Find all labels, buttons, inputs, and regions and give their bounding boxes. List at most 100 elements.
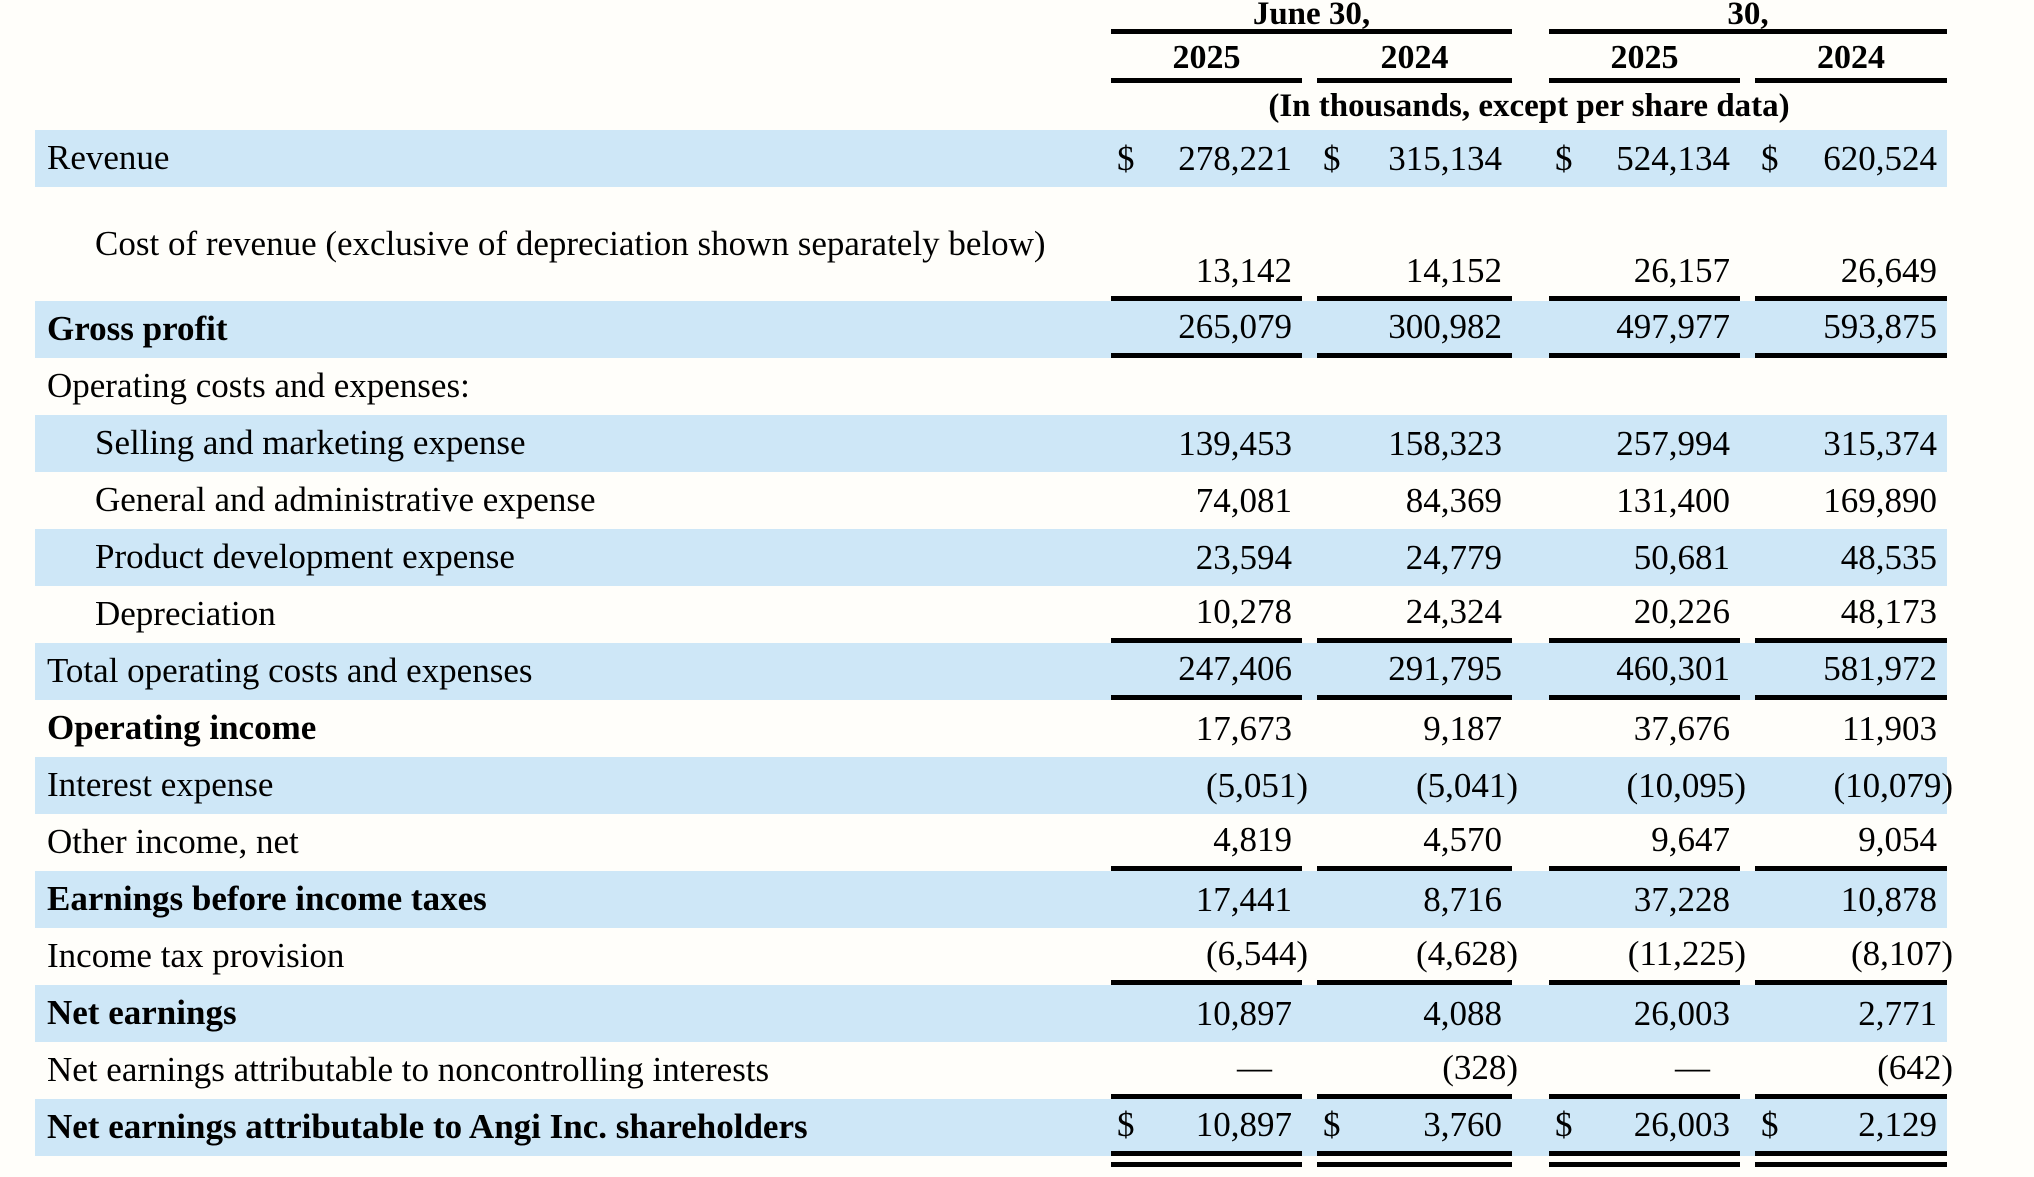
table-row: Product development expense 23,594 24,779 5… — [35, 529, 1947, 586]
value-cell: (5,051) — [1111, 757, 1308, 814]
cell-value: — — [1675, 1048, 1710, 1087]
value-cell: 139,453 — [1111, 415, 1302, 472]
row-label: Income tax provision — [47, 936, 345, 976]
dollar-sign: $ — [1117, 1105, 1135, 1144]
column-gap — [1302, 472, 1317, 529]
cell-value: (5,041) — [1415, 765, 1518, 805]
cell-value: 2,771 — [1858, 993, 1937, 1033]
cell-value: 10,897 — [1195, 993, 1292, 1033]
value-cell: 581,972 — [1755, 643, 1947, 700]
row-label: Gross profit — [47, 309, 228, 349]
cell-value: 131,400 — [1616, 480, 1730, 520]
value-cell — [1111, 358, 1302, 415]
row-label: Net earnings attributable to Angi Inc. s… — [47, 1107, 808, 1147]
cell-value: 278,221 — [1178, 138, 1292, 178]
row-label: General and administrative expense — [95, 480, 596, 520]
cell-value: 9,647 — [1651, 820, 1730, 859]
value-cell: 257,994 — [1549, 415, 1740, 472]
value-cell: 9,647 — [1549, 814, 1740, 871]
bottom-double-rule — [35, 1156, 1947, 1167]
dollar-sign: $ — [1555, 138, 1573, 178]
cell-value: 315,374 — [1823, 423, 1937, 463]
column-gap — [1740, 529, 1755, 586]
cell-value: (10,095) — [1626, 765, 1746, 805]
dollar-sign: $ — [1117, 138, 1135, 178]
period-header-row: June 30, 30, — [35, 0, 1947, 34]
year-header-row: 2025 2024 2025 2024 — [35, 34, 1947, 83]
value-cell: 158,323 — [1317, 415, 1512, 472]
value-cell: 37,676 — [1549, 700, 1740, 757]
column-gap — [1740, 130, 1755, 187]
column-gap — [1512, 358, 1549, 415]
value-cell: — — [1111, 1042, 1302, 1099]
column-gap — [1302, 985, 1317, 1042]
cell-value: 497,977 — [1616, 307, 1730, 346]
column-gap — [1740, 586, 1755, 643]
value-cell: 4,088 — [1317, 985, 1512, 1042]
value-cell — [1549, 358, 1740, 415]
cell-value: (6,544) — [1205, 934, 1308, 973]
table-row: Net earnings attributable to Angi Inc. s… — [35, 1099, 1947, 1156]
value-cell: 300,982 — [1317, 301, 1512, 358]
table-row: Selling and marketing expense 139,453 158,… — [35, 415, 1947, 472]
cell-value: 139,453 — [1178, 423, 1292, 463]
column-gap — [1302, 1099, 1317, 1156]
cell-value: 24,324 — [1405, 592, 1502, 631]
dollar-sign: $ — [1761, 138, 1779, 178]
column-gap — [1302, 358, 1317, 415]
cell-value: 74,081 — [1195, 480, 1292, 520]
column-gap — [1512, 586, 1549, 643]
cell-value: 23,594 — [1195, 537, 1292, 577]
value-cell: 169,890 — [1755, 472, 1947, 529]
row-label: Total operating costs and expenses — [47, 651, 533, 691]
cell-value: (11,225) — [1627, 934, 1746, 973]
column-gap — [1512, 130, 1549, 187]
value-cell: 24,324 — [1317, 586, 1512, 643]
value-cell: (328) — [1317, 1042, 1518, 1099]
cell-value: 3,760 — [1423, 1105, 1502, 1144]
row-label: Product development expense — [95, 537, 515, 577]
column-gap — [1740, 1042, 1755, 1099]
value-cell: 26,157 — [1549, 187, 1740, 301]
value-cell: 4,570 — [1317, 814, 1512, 871]
cell-value: 48,173 — [1840, 592, 1937, 631]
cell-value: 581,972 — [1823, 649, 1937, 688]
value-cell: 20,226 — [1549, 586, 1740, 643]
value-cell: $26,003 — [1549, 1099, 1740, 1156]
column-gap — [1302, 187, 1317, 301]
cell-value: 247,406 — [1178, 649, 1292, 688]
income-statement-table: June 30, 30, 2025 2024 2025 2024 (In tho… — [35, 0, 1953, 1167]
table-row: Cost of revenue (exclusive of depreciati… — [35, 187, 1947, 301]
cell-value: 291,795 — [1388, 649, 1502, 688]
double-rule-segment — [1111, 1156, 1302, 1167]
value-cell: — — [1549, 1042, 1740, 1099]
value-cell: 13,142 — [1111, 187, 1302, 301]
table-row: Net earnings 10,897 4,088 26,003 2,771 — [35, 985, 1947, 1042]
column-gap — [1302, 814, 1317, 871]
double-rule-segment — [1755, 1156, 1947, 1167]
row-label: Net earnings attributable to noncontroll… — [47, 1050, 770, 1090]
cell-value: 11,903 — [1842, 708, 1937, 748]
row-label: Selling and marketing expense — [95, 423, 526, 463]
year-column-header: 2024 — [1317, 34, 1512, 83]
cell-value: 17,673 — [1195, 708, 1292, 748]
cell-value: 620,524 — [1823, 138, 1937, 178]
value-cell: 265,079 — [1111, 301, 1302, 358]
cell-value: 9,187 — [1423, 708, 1502, 748]
cell-value: 17,441 — [1195, 879, 1292, 919]
cell-value: 26,157 — [1633, 251, 1730, 290]
value-cell: 10,278 — [1111, 586, 1302, 643]
value-cell: (8,107) — [1755, 928, 1953, 985]
units-note: (In thousands, except per share data) — [1268, 88, 1790, 124]
cell-value: (8,107) — [1850, 934, 1953, 973]
value-cell: (10,095) — [1549, 757, 1746, 814]
value-cell: (10,079) — [1755, 757, 1953, 814]
row-label: Revenue — [47, 138, 170, 178]
value-cell: (642) — [1755, 1042, 1953, 1099]
column-gap — [1740, 643, 1755, 700]
value-cell: (4,628) — [1317, 928, 1518, 985]
value-cell: 23,594 — [1111, 529, 1302, 586]
cell-value: (328) — [1442, 1048, 1518, 1087]
value-cell: 26,649 — [1755, 187, 1947, 301]
cell-value: 460,301 — [1616, 649, 1730, 688]
